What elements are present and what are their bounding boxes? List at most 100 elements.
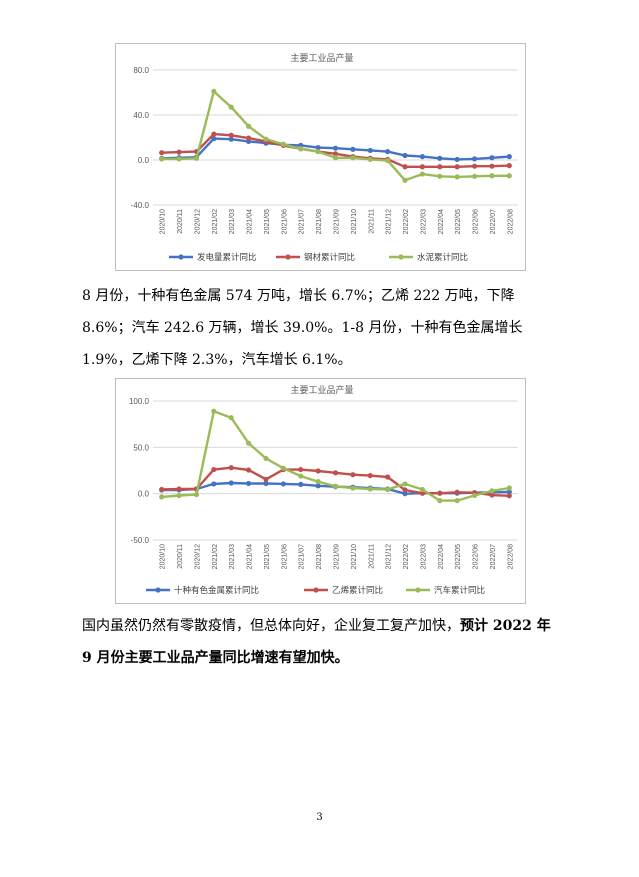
outlook-forecast-bold: 预计 2022 年 9 月份主要工业品产量同比增速有望加快。 — [82, 618, 551, 666]
chart-1-data-point — [193, 155, 200, 161]
chart-2-data-point — [350, 485, 356, 491]
chart-2-data-point — [454, 498, 460, 504]
chart-2-x-tick-label: 2020/10 — [160, 544, 167, 569]
chart-2-x-tick-label: 2021/07 — [299, 544, 306, 569]
chart-2-data-point — [245, 480, 252, 487]
chart-2-data-point — [211, 466, 217, 473]
chart-2-data-point — [506, 493, 512, 499]
chart-1-data-point — [159, 150, 165, 156]
chart-2-data-point — [298, 481, 304, 487]
chart-2-x-tick-label: 2021/10 — [351, 544, 358, 569]
chart-2-x-tick-label: 2020/12 — [194, 544, 201, 569]
chart-1-x-tick-label: 2021/05 — [264, 209, 271, 234]
chart-1-data-point — [471, 173, 478, 179]
chart-2-data-point — [332, 470, 339, 476]
chart-1-data-point — [211, 88, 217, 94]
chart-1-data-point — [315, 145, 321, 151]
chart-1-data-point — [367, 147, 373, 154]
chart-1-x-tick-label: 2021/03 — [229, 209, 236, 234]
chart-2-x-tick-label: 2021/09 — [334, 544, 341, 569]
chart-2-data-point — [402, 481, 408, 487]
chart-2-data-point — [263, 480, 269, 487]
chart-1-y-tick-label: 80.0 — [133, 66, 149, 75]
chart-1-x-tick-label: 2022/06 — [473, 209, 480, 234]
chart-1-x-tick-label: 2022/04 — [438, 209, 445, 234]
chart-1-legend-label-3: 水泥累计同比 — [417, 252, 468, 262]
chart-2-data-point — [176, 486, 182, 492]
chart-1-data-point — [419, 164, 426, 170]
chart-2-data-point — [315, 468, 321, 474]
chart-2-data-point — [211, 408, 217, 414]
chart-1-x-tick-label: 2021/12 — [386, 209, 393, 234]
chart-2-legend-label-1: 十种有色金属累计同比 — [174, 585, 259, 595]
chart-1-x-tick-label: 2020/11 — [177, 209, 184, 234]
chart-1-data-point — [280, 141, 286, 147]
chart-1-data-point — [315, 148, 321, 155]
chart-2-svg: 主要工业品产量 100.0 50.0 0.0 -50.0 2020/10 2020/11 20… — [129, 384, 518, 595]
chart-2-data-point — [228, 480, 234, 486]
chart-1-x-tick-label: 2021/06 — [281, 209, 288, 234]
industrial-output-chart-1: 主要工业品产量 80.0 40.0 0.0 -40.0 2020/10 2020/11 202… — [115, 43, 526, 271]
chart-2-title: 主要工业品产量 — [290, 384, 353, 395]
chart-1-data-point — [437, 155, 443, 161]
chart-1-data-point — [402, 164, 408, 170]
chart-1-data-point — [298, 146, 304, 152]
chart-2-data-point — [437, 498, 443, 504]
chart-2-x-tick-label: 2022/05 — [455, 544, 462, 569]
chart-2-data-point — [315, 483, 321, 489]
chart-1-x-tick-label: 2022/02 — [403, 209, 410, 234]
chart-2-data-point — [402, 487, 408, 493]
chart-2-x-tick-label: 2022/03 — [420, 544, 427, 569]
chart-2-x-tick-label: 2020/11 — [177, 544, 184, 569]
chart-1-data-point — [402, 152, 408, 159]
chart-2-data-point — [159, 494, 165, 500]
chart-2-data-point — [228, 415, 234, 421]
chart-1-data-point — [454, 156, 460, 163]
chart-2-data-point — [263, 455, 269, 462]
chart-1-data-point — [211, 136, 217, 142]
chart-1-data-point — [332, 155, 339, 161]
chart-1-data-point — [419, 171, 426, 177]
chart-1-data-point — [245, 123, 252, 129]
chart-1-data-point — [506, 154, 512, 160]
chart-2-x-tick-label: 2021/05 — [264, 544, 271, 569]
chart-2-x-tick-label: 2022/06 — [473, 544, 480, 569]
chart-2-x-tick-label: 2022/08 — [507, 544, 514, 569]
chart-2-legend-marker-2 — [313, 587, 319, 593]
chart-2-data-point — [506, 489, 512, 495]
chart-1-data-point — [419, 154, 426, 160]
chart-1-legend-label-1: 发电量累计同比 — [197, 252, 257, 262]
chart-2-data-point — [245, 440, 252, 446]
chart-2-x-tick-label: 2021/04 — [247, 544, 254, 569]
chart-1-data-point — [176, 156, 182, 162]
chart-1-data-point — [385, 157, 391, 164]
chart-1-legend-marker-2 — [285, 254, 291, 260]
chart-2-legend-marker-1 — [155, 587, 161, 593]
chart-2-x-tick-label: 2021/12 — [386, 544, 393, 569]
chart-1-x-tick-label: 2021/02 — [212, 209, 219, 234]
chart-2-y-tick-label: 100.0 — [129, 397, 150, 406]
outlook-text: 国内虽然仍然有零散疫情，但总体向好，企业复工复产加快， — [82, 618, 460, 634]
chart-2-x-tick-label: 2022/07 — [490, 544, 497, 569]
chart-1-data-point — [350, 146, 356, 152]
chart-2-data-point — [193, 491, 200, 498]
chart-2-data-point — [280, 481, 286, 487]
chart-1-y-tick-label: 0.0 — [138, 156, 150, 165]
chart-1-data-point — [506, 163, 512, 169]
chart-1-data-point — [350, 155, 356, 161]
chart-1-x-tick-label: 2021/09 — [334, 209, 341, 234]
chart-1-data-point — [176, 149, 182, 155]
chart-2-data-point — [437, 490, 443, 496]
chart-2-data-point — [471, 492, 478, 499]
chart-1-data-point — [489, 163, 495, 169]
chart-1-legend-label-2: 钢材累计同比 — [304, 252, 355, 262]
page-number: 3 — [316, 812, 323, 823]
chart-1-data-point — [489, 155, 495, 161]
chart-2-x-tick-label: 2021/03 — [229, 544, 236, 569]
chart-2-data-point — [419, 490, 426, 496]
chart-1-x-tick-label: 2020/12 — [194, 209, 201, 234]
chart-2-data-point — [489, 492, 495, 498]
chart-1-data-point — [385, 148, 391, 155]
chart-2-data-point — [211, 481, 217, 487]
chart-2-x-tick-label: 2021/08 — [316, 544, 323, 569]
